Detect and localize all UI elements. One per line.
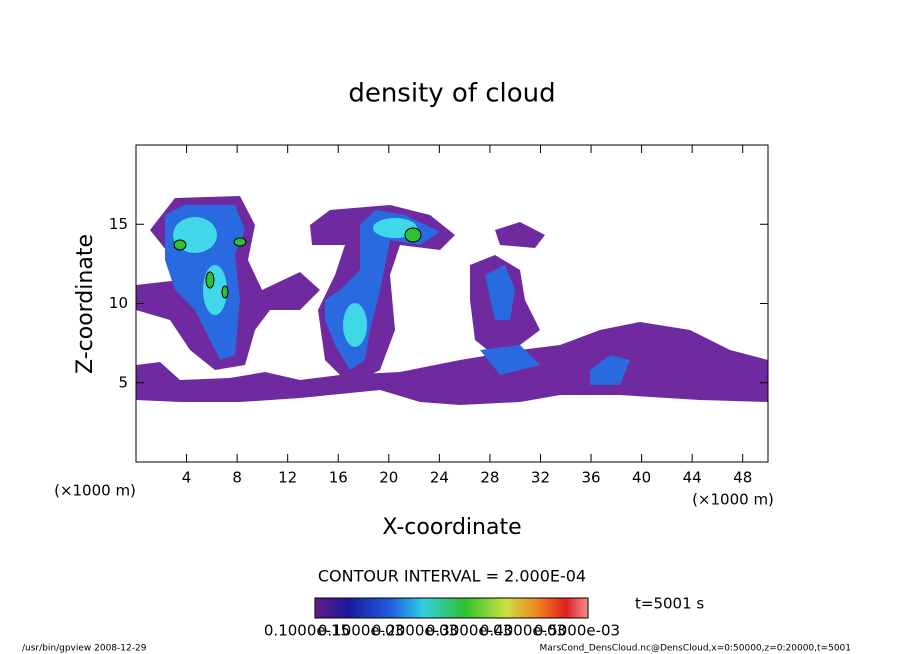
- x-tick-label: 48: [733, 469, 752, 487]
- colorbar-label: 0.5000e-03: [534, 622, 620, 640]
- colorbar-label: 0.1000e-03: [318, 622, 404, 640]
- x-tick-label: 16: [329, 469, 348, 487]
- contour-interval: CONTOUR INTERVAL = 2.000E-04: [318, 567, 586, 586]
- colorbar-label: 0.1000e-15: [264, 622, 350, 640]
- footer-right: MarsCond_DensCloud.nc@DensCloud,x=0:5000…: [540, 644, 852, 654]
- x-tick-label: 32: [531, 469, 550, 487]
- x-tick-label: 40: [632, 469, 651, 487]
- colorbar-label: 0.2000e-03: [372, 622, 458, 640]
- y-tick-label: 5: [118, 373, 128, 391]
- cloud-field: [136, 196, 768, 405]
- y-axis-label: Z-coordinate: [73, 234, 98, 374]
- y-unit: (×1000 m): [54, 482, 136, 500]
- x-tick-label: 44: [683, 469, 702, 487]
- x-tick-label: 28: [480, 469, 499, 487]
- x-tick-label: 20: [379, 469, 398, 487]
- colorbar-label: 0.4000e-03: [480, 622, 566, 640]
- colorbar-label: 0.3000e-03: [426, 622, 512, 640]
- x-axis-label: X-coordinate: [382, 515, 521, 540]
- x-unit: (×1000 m): [692, 491, 774, 509]
- y-tick-label: 10: [109, 294, 128, 312]
- chart-title: density of cloud: [348, 79, 555, 109]
- x-tick-label: 24: [430, 469, 449, 487]
- x-tick-label: 4: [182, 469, 192, 487]
- y-tick-label: 15: [109, 215, 128, 233]
- x-tick-label: 12: [278, 469, 297, 487]
- time-label: t=5001 s: [635, 595, 704, 613]
- x-tick-label: 8: [232, 469, 242, 487]
- footer-left: /usr/bin/gpview 2008-12-29: [22, 644, 147, 654]
- x-tick-label: 36: [581, 469, 600, 487]
- colorbar: [314, 597, 589, 619]
